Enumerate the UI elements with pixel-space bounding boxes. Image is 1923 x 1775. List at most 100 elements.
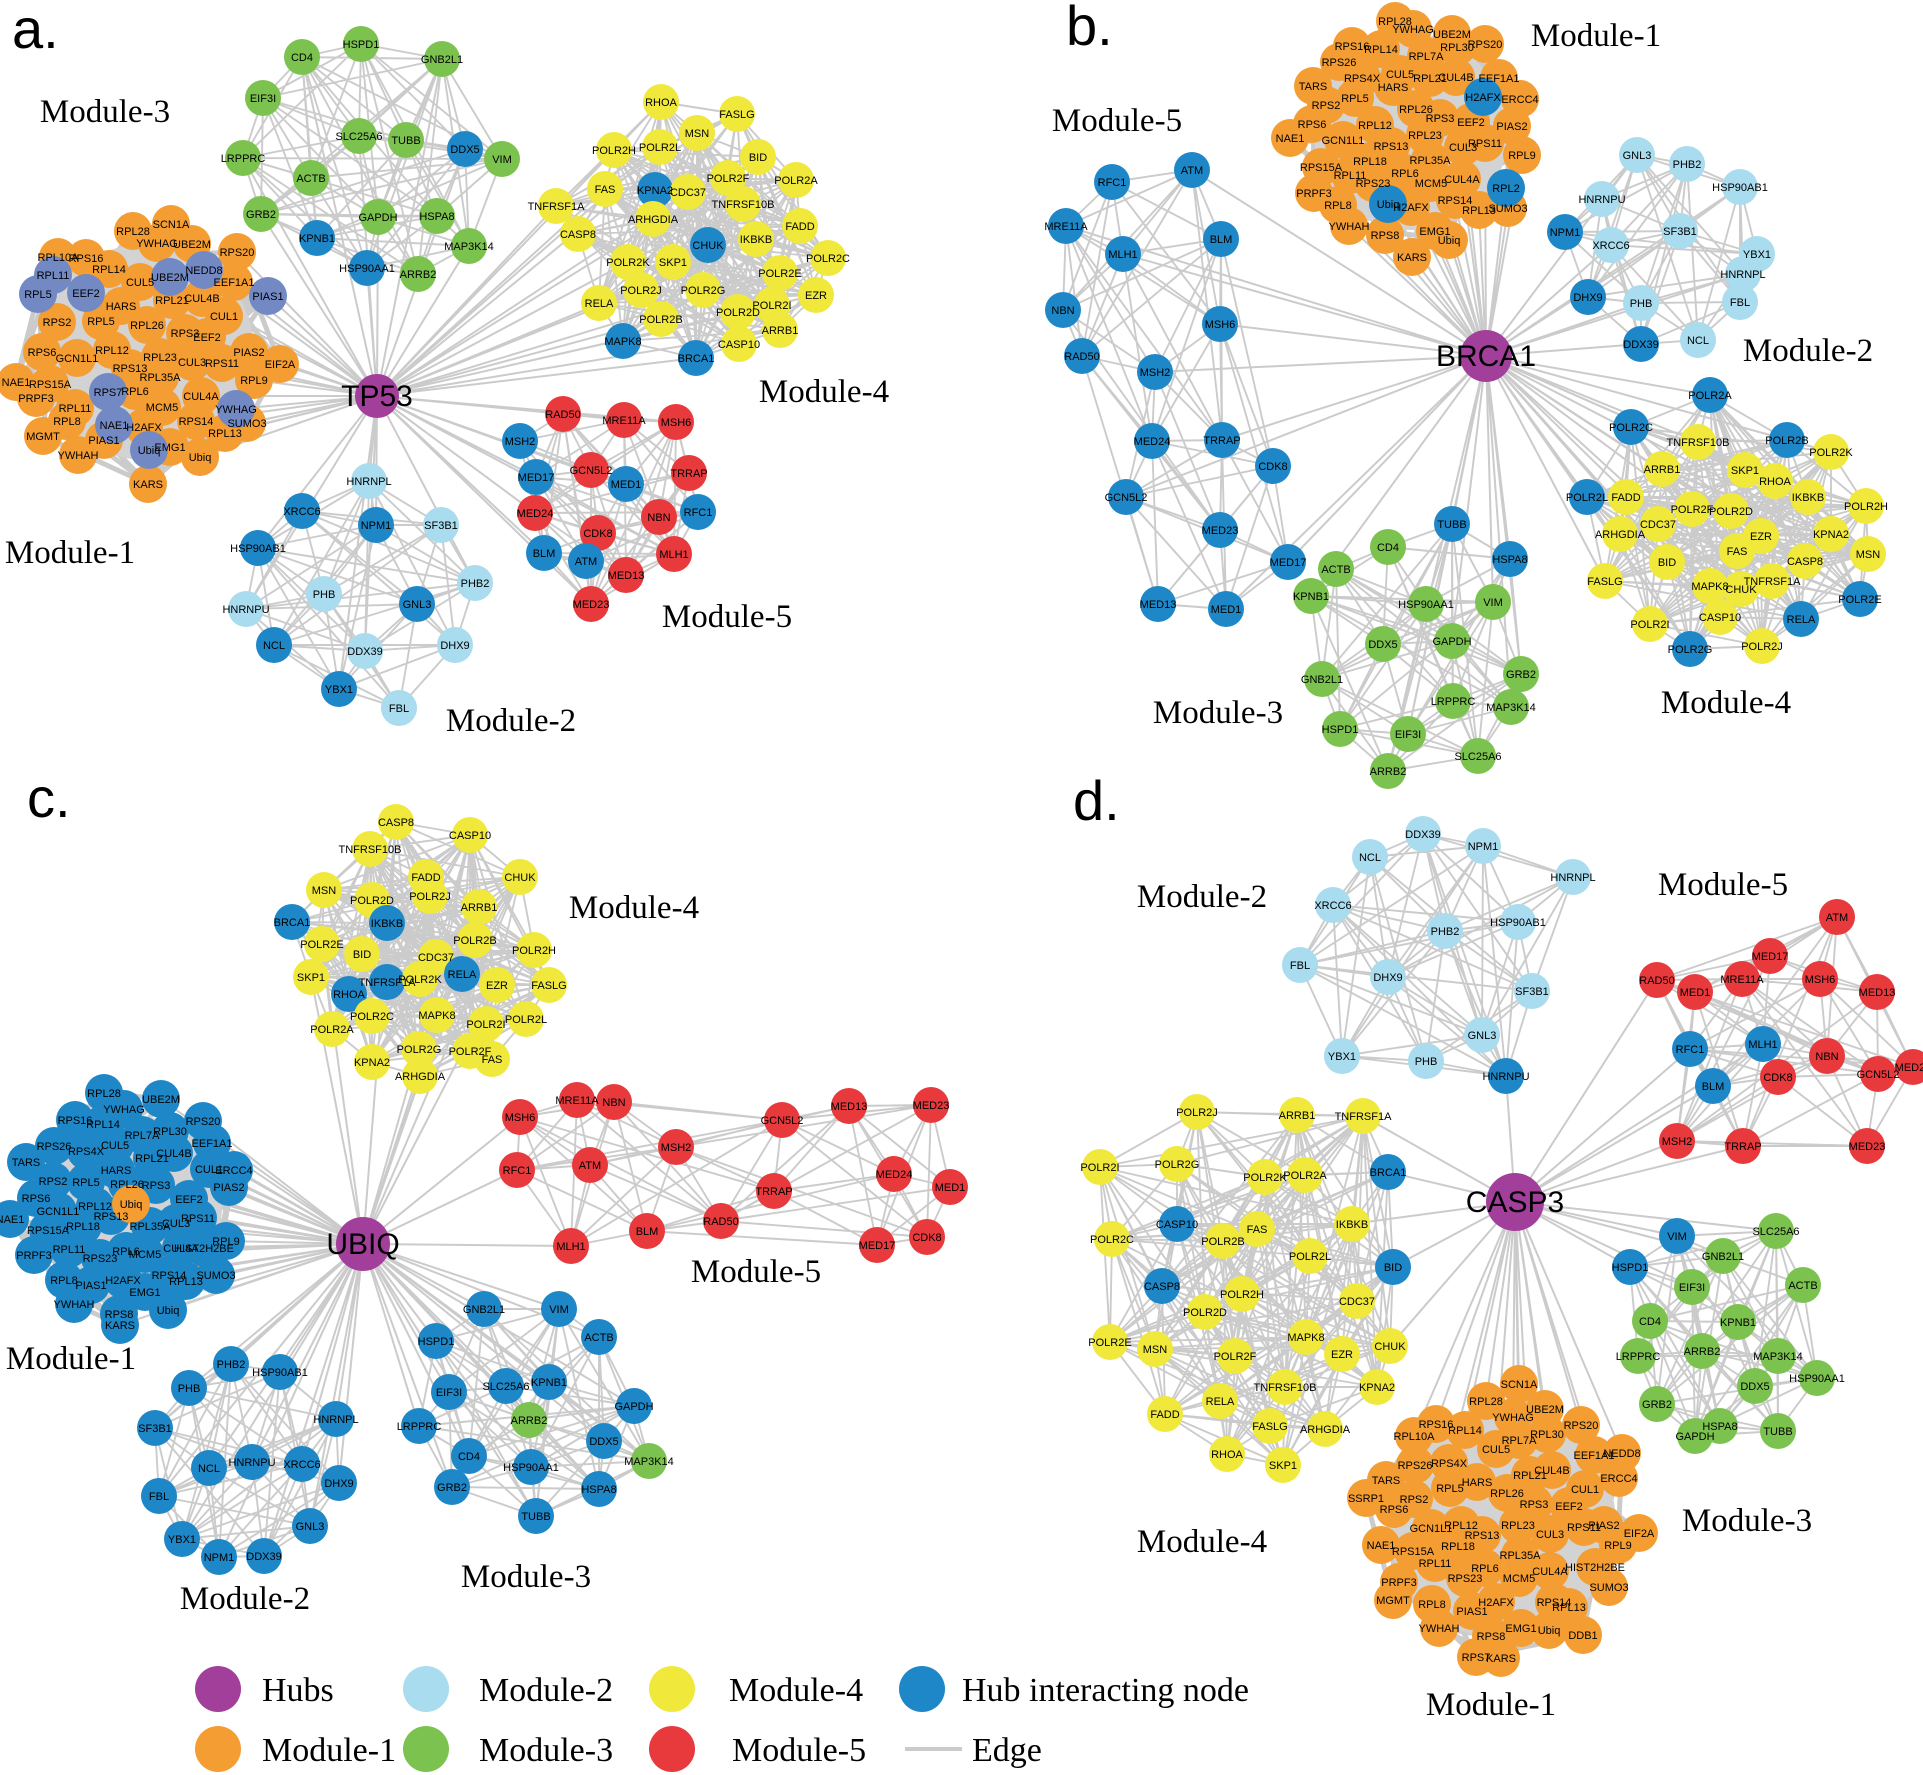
svg-text:EMG1: EMG1 <box>129 1287 160 1299</box>
svg-text:RPS3: RPS3 <box>171 328 200 340</box>
svg-text:SF3B1: SF3B1 <box>424 520 458 532</box>
svg-text:MSH2: MSH2 <box>1662 1136 1693 1148</box>
svg-text:NPM1: NPM1 <box>204 1552 235 1564</box>
svg-text:RPL8: RPL8 <box>53 416 81 428</box>
svg-text:MRE11A: MRE11A <box>555 1095 599 1107</box>
svg-text:CUL3: CUL3 <box>162 1218 190 1230</box>
svg-text:RPS26: RPS26 <box>1398 1460 1433 1472</box>
svg-text:BID: BID <box>1384 1262 1402 1274</box>
svg-text:HARS: HARS <box>1462 1477 1493 1489</box>
svg-text:RPL23: RPL23 <box>1501 1520 1535 1532</box>
svg-text:Hubs: Hubs <box>262 1672 334 1709</box>
svg-text:RPS4X: RPS4X <box>1344 73 1381 85</box>
svg-text:POLR2H: POLR2H <box>592 145 636 157</box>
svg-text:TNFRSF10B: TNFRSF10B <box>1667 437 1730 449</box>
svg-text:ERCC4: ERCC4 <box>215 1165 252 1177</box>
svg-text:ERCC4: ERCC4 <box>1600 1473 1637 1485</box>
svg-text:RPS15A: RPS15A <box>1392 1546 1435 1558</box>
svg-text:DDX39: DDX39 <box>1405 829 1440 841</box>
svg-text:FASLG: FASLG <box>1252 1421 1287 1433</box>
svg-text:SKP1: SKP1 <box>659 257 687 269</box>
svg-text:H2AFX: H2AFX <box>105 1275 141 1287</box>
svg-text:RPL21: RPL21 <box>1413 73 1447 85</box>
svg-text:CD4: CD4 <box>1639 1316 1661 1328</box>
svg-text:MLH1: MLH1 <box>659 549 688 561</box>
svg-text:GRB2: GRB2 <box>1642 1399 1672 1411</box>
svg-text:RPL21: RPL21 <box>135 1153 169 1165</box>
svg-text:POLR2C: POLR2C <box>1090 1234 1134 1246</box>
svg-text:CUL4B: CUL4B <box>1438 72 1473 84</box>
svg-text:RHOA: RHOA <box>645 97 677 109</box>
svg-text:MSN: MSN <box>1856 549 1881 561</box>
svg-text:GNL3: GNL3 <box>403 599 432 611</box>
svg-text:MED17: MED17 <box>518 472 555 484</box>
svg-text:UBE2M: UBE2M <box>1433 29 1471 41</box>
svg-text:MSH6: MSH6 <box>1205 319 1236 331</box>
svg-text:POLR2I: POLR2I <box>466 1019 505 1031</box>
svg-text:MED17: MED17 <box>1752 951 1789 963</box>
svg-text:POLR2B: POLR2B <box>1765 435 1808 447</box>
svg-text:RPL5: RPL5 <box>24 289 52 301</box>
svg-text:KPNB1: KPNB1 <box>1720 1317 1756 1329</box>
svg-text:MED23: MED23 <box>913 1100 950 1112</box>
svg-text:MAP3K14: MAP3K14 <box>444 241 494 253</box>
svg-text:EEF2: EEF2 <box>193 332 221 344</box>
svg-text:RPS14: RPS14 <box>152 1270 187 1282</box>
svg-text:RPS13: RPS13 <box>1465 1530 1500 1542</box>
svg-text:TNFRSF1A: TNFRSF1A <box>528 201 586 213</box>
svg-text:NCL: NCL <box>1687 335 1709 347</box>
svg-text:SUMO3: SUMO3 <box>196 1270 235 1282</box>
svg-text:ARRB2: ARRB2 <box>400 269 437 281</box>
svg-text:DDX5: DDX5 <box>450 144 479 156</box>
svg-text:POLR2E: POLR2E <box>758 268 801 280</box>
svg-text:KPNA2: KPNA2 <box>1359 1382 1395 1394</box>
svg-text:POLR2I: POLR2I <box>1080 1162 1119 1174</box>
svg-text:RPS16: RPS16 <box>1419 1419 1454 1431</box>
svg-text:EEF2: EEF2 <box>72 288 100 300</box>
svg-text:HSPA8: HSPA8 <box>1702 1421 1737 1433</box>
svg-text:HSPA8: HSPA8 <box>419 211 454 223</box>
svg-text:YBX1: YBX1 <box>1743 249 1771 261</box>
svg-text:POLR2K: POLR2K <box>1243 1172 1287 1184</box>
svg-text:RPL7A: RPL7A <box>1409 51 1445 63</box>
svg-text:RELA: RELA <box>1787 614 1816 626</box>
svg-text:RPL13: RPL13 <box>1552 1602 1586 1614</box>
svg-text:SKP1: SKP1 <box>1731 465 1759 477</box>
svg-text:POLR2F: POLR2F <box>1671 504 1714 516</box>
svg-text:NAE1: NAE1 <box>1276 133 1305 145</box>
svg-text:RELA: RELA <box>585 298 614 310</box>
svg-text:RPS11: RPS11 <box>1468 138 1502 150</box>
svg-text:XRCC6: XRCC6 <box>283 506 320 518</box>
svg-text:CD4: CD4 <box>458 1451 480 1463</box>
svg-text:RPS16: RPS16 <box>69 253 104 265</box>
svg-text:TUBB: TUBB <box>1763 1426 1792 1438</box>
svg-text:ACTB: ACTB <box>296 173 325 185</box>
svg-text:CUL3: CUL3 <box>1536 1529 1564 1541</box>
svg-text:CUL3: CUL3 <box>1449 142 1477 154</box>
svg-text:CUL4A: CUL4A <box>183 391 219 403</box>
svg-text:POLR2B: POLR2B <box>1201 1236 1244 1248</box>
svg-text:RPL11: RPL11 <box>1419 1558 1452 1570</box>
svg-text:GCN1L1: GCN1L1 <box>1322 135 1365 147</box>
svg-text:YWHAH: YWHAH <box>1329 221 1370 233</box>
svg-text:CDC37: CDC37 <box>418 952 454 964</box>
svg-text:POLR2C: POLR2C <box>1609 422 1653 434</box>
svg-text:GCN1L1: GCN1L1 <box>56 353 99 365</box>
svg-text:Hub interacting node: Hub interacting node <box>962 1672 1249 1709</box>
svg-text:POLR2F: POLR2F <box>449 1046 492 1058</box>
svg-text:POLR2G: POLR2G <box>1668 644 1713 656</box>
svg-text:HIST2H2BE: HIST2H2BE <box>174 1243 234 1255</box>
svg-text:HSP90AB1: HSP90AB1 <box>252 1367 308 1379</box>
svg-text:HSP90AA1: HSP90AA1 <box>1398 599 1454 611</box>
svg-text:HNRNPL: HNRNPL <box>1550 872 1595 884</box>
svg-text:IKBKB: IKBKB <box>1336 1219 1368 1231</box>
svg-text:TP53: TP53 <box>341 380 413 413</box>
svg-text:POLR2J: POLR2J <box>1741 641 1783 653</box>
svg-text:POLR2K: POLR2K <box>1809 447 1853 459</box>
svg-text:PIAS1: PIAS1 <box>252 291 283 303</box>
svg-text:RPS15A: RPS15A <box>1300 162 1343 174</box>
svg-text:MRE11A: MRE11A <box>602 415 646 427</box>
svg-text:HSPD1: HSPD1 <box>1322 724 1359 736</box>
svg-text:NCL: NCL <box>263 640 285 652</box>
svg-text:HSP90AA1: HSP90AA1 <box>503 1462 559 1474</box>
